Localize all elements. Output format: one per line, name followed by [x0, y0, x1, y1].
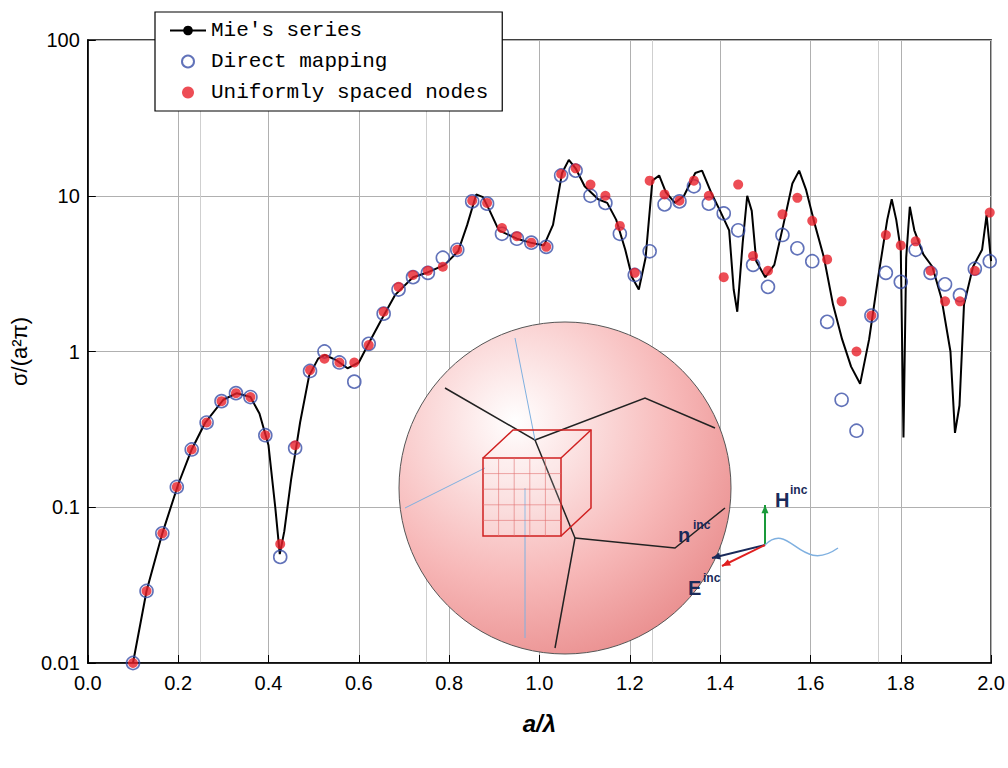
svg-text:0.8: 0.8 [435, 672, 463, 694]
svg-text:H: H [775, 489, 789, 511]
svg-text:100: 100 [46, 29, 79, 51]
svg-text:a/λ: a/λ [523, 710, 556, 737]
svg-text:1.4: 1.4 [706, 672, 734, 694]
svg-text:1.6: 1.6 [797, 672, 825, 694]
svg-text:0.0: 0.0 [74, 672, 102, 694]
svg-text:0.2: 0.2 [164, 672, 192, 694]
svg-text:0.6: 0.6 [345, 672, 373, 694]
svg-text:1.2: 1.2 [616, 672, 644, 694]
svg-text:n: n [678, 524, 690, 546]
svg-text:Direct mapping: Direct mapping [211, 50, 387, 73]
svg-text:inc: inc [790, 483, 808, 497]
svg-text:σ/(a²π): σ/(a²π) [7, 317, 32, 386]
svg-text:2.0: 2.0 [977, 672, 1005, 694]
svg-text:1: 1 [69, 341, 80, 363]
svg-text:0.4: 0.4 [255, 672, 283, 694]
svg-text:0.01: 0.01 [41, 652, 80, 674]
svg-text:inc: inc [693, 518, 711, 532]
svg-text:0.1: 0.1 [52, 496, 80, 518]
svg-text:Uniformly spaced nodes: Uniformly spaced nodes [211, 81, 488, 104]
svg-text:E: E [688, 577, 701, 599]
svg-text:1.8: 1.8 [887, 672, 915, 694]
svg-text:inc: inc [703, 571, 721, 585]
svg-text:Mie's series: Mie's series [211, 19, 362, 42]
svg-text:1.0: 1.0 [526, 672, 554, 694]
svg-text:10: 10 [58, 185, 80, 207]
